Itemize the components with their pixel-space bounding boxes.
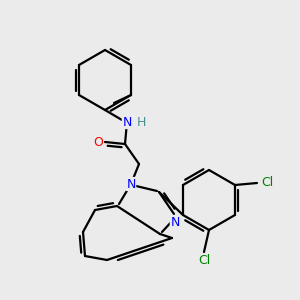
Text: N: N [126, 178, 136, 190]
Text: Cl: Cl [198, 254, 210, 268]
Text: O: O [93, 136, 103, 148]
Text: N: N [122, 116, 132, 128]
Text: Cl: Cl [261, 176, 273, 190]
Text: N: N [170, 215, 180, 229]
Text: H: H [136, 116, 146, 128]
